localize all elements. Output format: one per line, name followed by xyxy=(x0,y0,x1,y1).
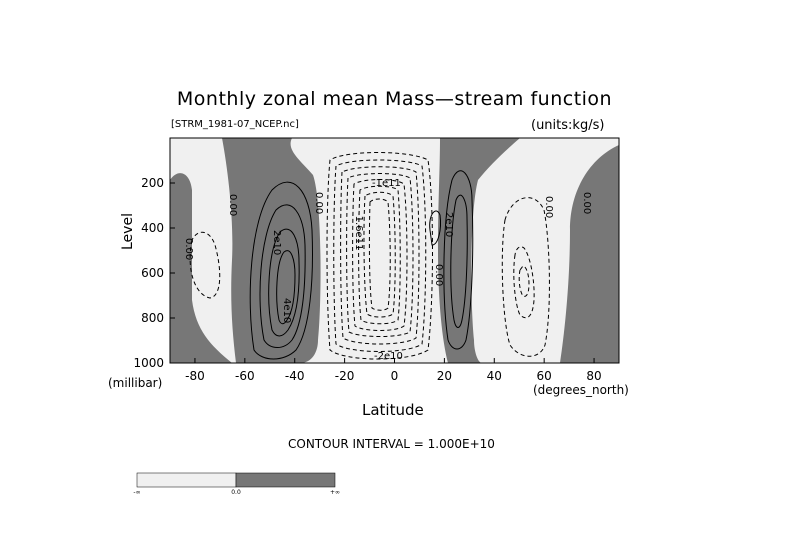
contour-label: 0.00 xyxy=(313,192,324,214)
x-tick-label: 80 xyxy=(586,369,601,383)
legend-label-mid: 0.0 xyxy=(231,489,241,496)
x-axis-ticks: -80 -60 -40 -20 0 20 40 60 80 xyxy=(185,358,602,383)
color-legend: -∞ 0.0 +∞ xyxy=(133,472,340,496)
x-axis-unit: (degrees_north) xyxy=(533,383,629,397)
x-tick-label: -40 xyxy=(285,369,305,383)
chart-title: Monthly zonal mean Mass—stream function xyxy=(176,88,613,110)
contour-label: 0.00 xyxy=(183,238,194,260)
contour-label: 4e10 xyxy=(281,298,292,323)
contour-label: -1.6e11 xyxy=(353,212,364,250)
x-axis-title: Latitude xyxy=(362,401,424,419)
x-tick-label: 20 xyxy=(437,369,452,383)
units-label: (units:kg/s) xyxy=(531,118,605,133)
contour-label: 0.00 xyxy=(433,264,444,286)
dashed-contours xyxy=(189,152,550,360)
y-tick-label: 400 xyxy=(141,221,164,235)
x-tick-label: -80 xyxy=(185,369,205,383)
contour-label: 2e10 xyxy=(443,212,454,237)
positive-region-surface-south xyxy=(170,320,200,363)
y-tick-label: 600 xyxy=(141,266,164,280)
file-label: [STRM_1981-07_NCEP.nc] xyxy=(171,119,299,130)
positive-region-south-pole xyxy=(170,173,232,363)
positive-region-southern-cell xyxy=(222,138,321,363)
contour-label: -1e11 xyxy=(372,178,401,189)
positive-region-north-pole xyxy=(560,145,619,363)
solid-contours xyxy=(249,170,474,360)
y-tick-label: 800 xyxy=(141,311,164,325)
contour-label: 0.00 xyxy=(227,194,238,216)
contour-labels: 0.00 0.00 2e10 4e10 0.00 -1e11 -1.6e11 2… xyxy=(183,178,592,362)
legend-label-right: +∞ xyxy=(330,489,340,496)
y-tick-label: 200 xyxy=(141,176,164,190)
y-tick-label: 1000 xyxy=(133,356,164,370)
x-tick-label: 0 xyxy=(391,369,399,383)
y-axis-ticks: 200 400 600 800 1000 xyxy=(133,176,175,370)
legend-swatch-negative xyxy=(136,472,237,488)
contour-label: -2e10 xyxy=(374,351,403,362)
positive-region-northern-cell xyxy=(438,138,520,363)
x-tick-label: 40 xyxy=(487,369,502,383)
contour-interval-label: CONTOUR INTERVAL = 1.000E+10 xyxy=(288,437,495,451)
legend-swatch-positive xyxy=(235,472,336,488)
x-tick-label: 60 xyxy=(537,369,552,383)
x-tick-label: -20 xyxy=(335,369,355,383)
contour-label: 0.00 xyxy=(581,192,592,214)
y-axis-unit: (millibar) xyxy=(108,376,163,390)
contour-label: 2e10 xyxy=(271,230,282,255)
x-tick-label: -60 xyxy=(235,369,255,383)
y-axis-title: Level xyxy=(120,213,136,250)
legend-label-left: -∞ xyxy=(133,489,140,496)
contour-label: 0.00 xyxy=(543,196,554,218)
